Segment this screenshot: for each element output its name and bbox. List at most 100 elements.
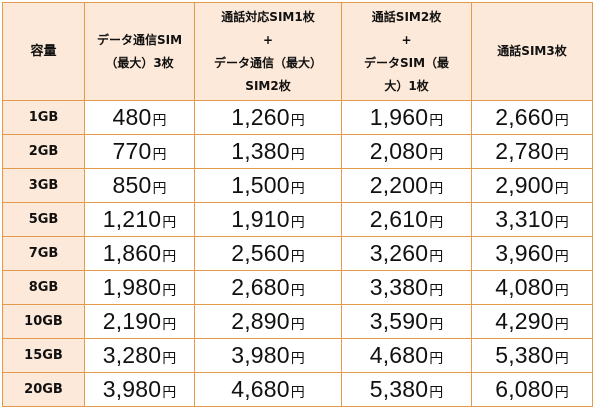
price-value: 5,380 <box>369 376 429 402</box>
table-body: 1GB 480円 1,260円 1,960円 2,660円 2GB 770円 1,380円 2,… <box>2 100 593 407</box>
price-cell: 3,590円 <box>341 304 472 339</box>
capacity-cell: 15GB <box>2 338 85 373</box>
price-cell: 3,280円 <box>84 338 195 373</box>
yen-unit: 円 <box>554 249 569 265</box>
yen-unit: 円 <box>429 147 444 163</box>
price-cell: 2,660円 <box>471 100 593 135</box>
header-capacity: 容量 <box>2 2 85 101</box>
header-line: （最大）3枚 <box>105 55 174 70</box>
price-cell: 1,500円 <box>194 168 342 203</box>
price-cell: 3,980円 <box>194 338 342 373</box>
table-row: 8GB 1,980円 2,680円 3,380円 4,080円 <box>2 270 593 305</box>
price-value: 1,980 <box>102 274 162 300</box>
yen-unit: 円 <box>290 147 305 163</box>
capacity-cell: 10GB <box>2 304 85 339</box>
yen-unit: 円 <box>152 113 167 129</box>
table-row: 15GB 3,280円 3,980円 4,680円 5,380円 <box>2 338 593 373</box>
price-cell: 2,190円 <box>84 304 195 339</box>
price-value: 2,680 <box>231 274 290 300</box>
price-cell: 2,680円 <box>194 270 342 305</box>
price-value: 5,380 <box>495 342 554 368</box>
yen-unit: 円 <box>554 215 569 231</box>
price-cell: 1,860円 <box>84 236 195 271</box>
price-cell: 3,260円 <box>341 236 472 271</box>
yen-unit: 円 <box>554 147 569 163</box>
yen-unit: 円 <box>290 351 305 367</box>
price-value: 3,980 <box>102 376 162 402</box>
yen-unit: 円 <box>429 215 444 231</box>
yen-unit: 円 <box>152 147 167 163</box>
yen-unit: 円 <box>554 385 569 401</box>
header-line: SIM2枚 <box>245 78 291 93</box>
price-value: 6,080 <box>495 376 554 402</box>
price-value: 4,080 <box>495 274 554 300</box>
capacity-cell: 1GB <box>2 100 85 135</box>
header-row: 容量 データ通信SIM （最大）3枚 通話対応SIM1枚 + データ通信（最大）… <box>2 2 593 101</box>
price-value: 3,380 <box>369 274 429 300</box>
yen-unit: 円 <box>290 181 305 197</box>
capacity-cell: 2GB <box>2 134 85 169</box>
price-value: 1,260 <box>231 104 290 130</box>
yen-unit: 円 <box>429 249 444 265</box>
price-cell: 4,290円 <box>471 304 593 339</box>
yen-unit: 円 <box>429 351 444 367</box>
price-cell: 1,380円 <box>194 134 342 169</box>
yen-unit: 円 <box>429 113 444 129</box>
header-line: 大）1枚 <box>384 78 429 93</box>
price-cell: 3,380円 <box>341 270 472 305</box>
price-cell: 2,780円 <box>471 134 593 169</box>
price-cell: 1,910円 <box>194 202 342 237</box>
table-row: 3GB 850円 1,500円 2,200円 2,900円 <box>2 168 593 203</box>
yen-unit: 円 <box>162 283 177 299</box>
price-value: 3,980 <box>231 342 290 368</box>
yen-unit: 円 <box>290 385 305 401</box>
price-value: 2,610 <box>369 206 429 232</box>
price-cell: 1,980円 <box>84 270 195 305</box>
yen-unit: 円 <box>162 249 177 265</box>
price-value: 1,960 <box>369 104 429 130</box>
price-cell: 5,380円 <box>341 372 472 407</box>
price-value: 1,860 <box>102 240 162 266</box>
price-cell: 850円 <box>84 168 195 203</box>
price-value: 1,500 <box>231 172 290 198</box>
header-voice1-data2: 通話対応SIM1枚 + データ通信（最大） SIM2枚 <box>194 2 342 101</box>
table-row: 2GB 770円 1,380円 2,080円 2,780円 <box>2 134 593 169</box>
price-cell: 2,560円 <box>194 236 342 271</box>
price-value: 2,200 <box>369 172 429 198</box>
yen-unit: 円 <box>152 181 167 197</box>
price-cell: 3,960円 <box>471 236 593 271</box>
price-cell: 2,900円 <box>471 168 593 203</box>
table-row: 1GB 480円 1,260円 1,960円 2,660円 <box>2 100 593 135</box>
header-capacity-label: 容量 <box>30 44 57 59</box>
price-value: 3,590 <box>369 308 429 334</box>
price-value: 2,900 <box>495 172 554 198</box>
yen-unit: 円 <box>290 215 305 231</box>
table-row: 20GB 3,980円 4,680円 5,380円 6,080円 <box>2 372 593 407</box>
yen-unit: 円 <box>290 113 305 129</box>
price-value: 3,960 <box>495 240 554 266</box>
capacity-cell: 8GB <box>2 270 85 305</box>
yen-unit: 円 <box>554 283 569 299</box>
price-value: 3,260 <box>369 240 429 266</box>
price-cell: 2,890円 <box>194 304 342 339</box>
table-header: 容量 データ通信SIM （最大）3枚 通話対応SIM1枚 + データ通信（最大）… <box>2 2 593 101</box>
header-line: データ通信SIM <box>96 32 183 47</box>
yen-unit: 円 <box>429 181 444 197</box>
price-value: 4,680 <box>369 342 429 368</box>
price-value: 2,890 <box>231 308 290 334</box>
header-line: + <box>262 32 274 47</box>
price-cell: 2,080円 <box>341 134 472 169</box>
yen-unit: 円 <box>162 351 177 367</box>
header-line: 通話SIM3枚 <box>497 44 567 58</box>
capacity-cell: 20GB <box>2 372 85 407</box>
yen-unit: 円 <box>290 283 305 299</box>
yen-unit: 円 <box>554 317 569 333</box>
capacity-cell: 7GB <box>2 236 85 271</box>
price-cell: 4,080円 <box>471 270 593 305</box>
price-cell: 3,310円 <box>471 202 593 237</box>
price-cell: 2,200円 <box>341 168 472 203</box>
price-value: 1,210 <box>102 206 162 232</box>
price-value: 1,380 <box>231 138 290 164</box>
pricing-table: 容量 データ通信SIM （最大）3枚 通話対応SIM1枚 + データ通信（最大）… <box>2 2 593 407</box>
price-value: 2,560 <box>231 240 290 266</box>
